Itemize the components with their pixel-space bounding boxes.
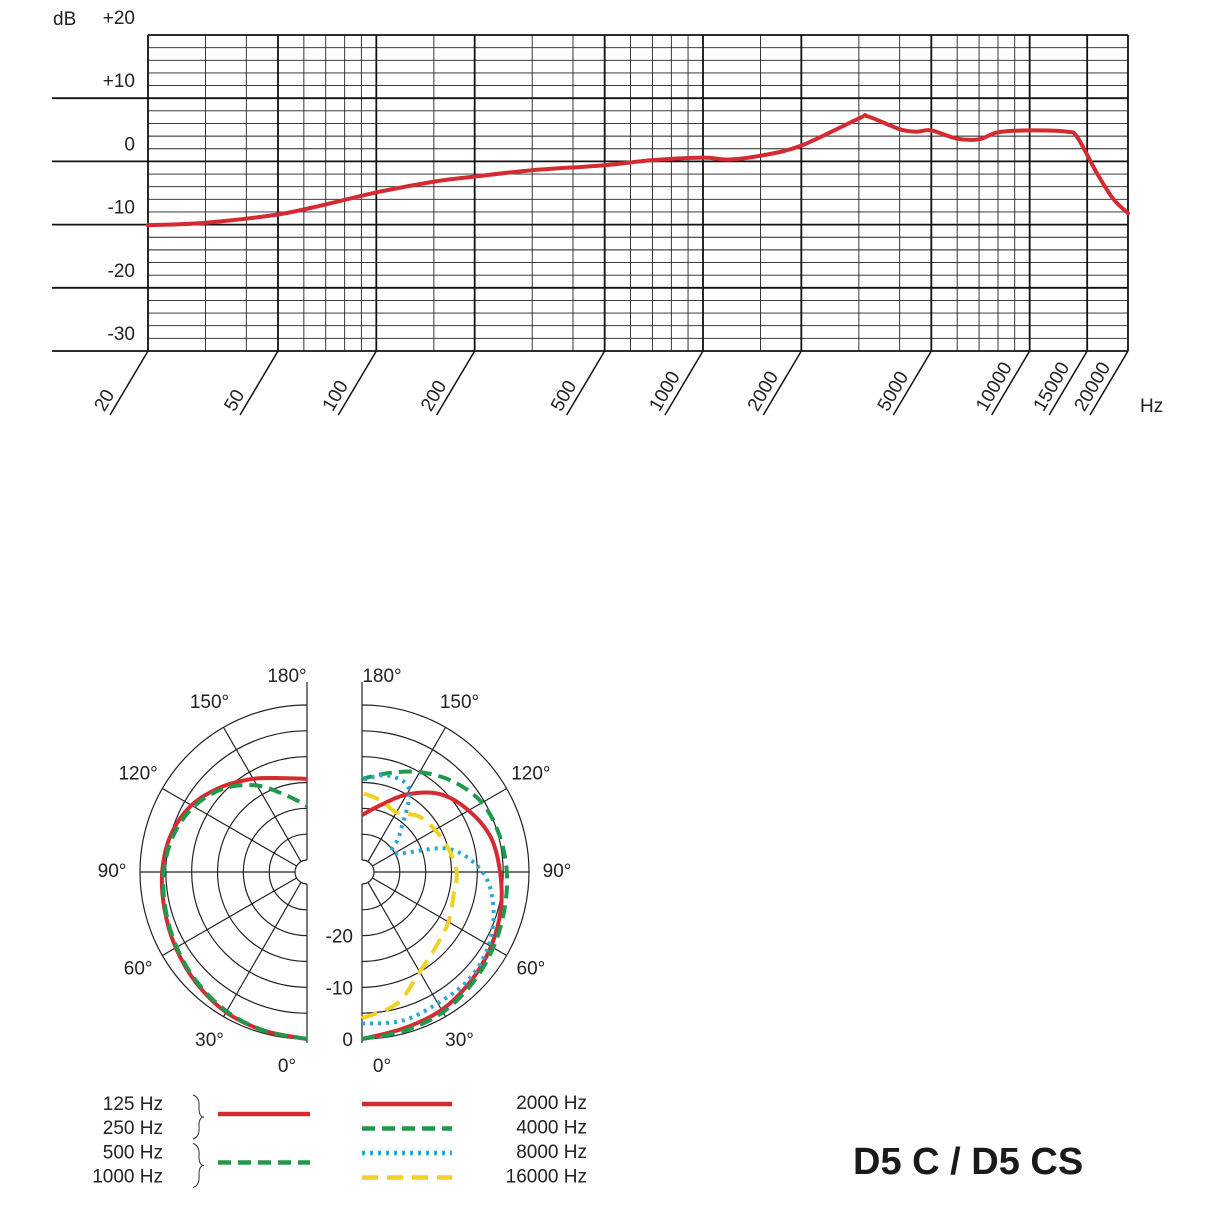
angle-label: 150° — [440, 692, 479, 713]
spoke-grid-line — [222, 727, 302, 862]
x-axis-label: Hz — [1140, 396, 1163, 417]
y-tick-label: -30 — [108, 324, 135, 345]
spoke-grid-line — [162, 787, 297, 867]
angle-label: 90° — [98, 861, 127, 882]
angle-label: 60° — [517, 959, 546, 980]
legend-brace — [192, 1094, 205, 1140]
angle-label: 120° — [118, 764, 157, 785]
legend-brace — [192, 1143, 205, 1188]
legend-label: 1000 Hz — [92, 1167, 163, 1188]
legend-label: 125 Hz — [103, 1094, 163, 1115]
x-tick-mark — [892, 350, 932, 416]
angle-label: 30° — [195, 1030, 224, 1051]
legend-label: 8000 Hz — [516, 1142, 587, 1163]
y-tick-label: +10 — [103, 71, 135, 92]
polar-curve — [361, 769, 510, 1041]
x-tick-mark — [1048, 350, 1088, 416]
x-tick-mark — [239, 350, 279, 416]
x-tick-mark — [337, 350, 377, 416]
legend-label: 500 Hz — [103, 1143, 163, 1164]
angle-label: 0° — [373, 1056, 391, 1077]
x-tick-mark — [109, 350, 149, 416]
r-tick-label: -20 — [326, 927, 353, 948]
y-tick-label: +20 — [103, 8, 135, 29]
angle-label: 30° — [445, 1030, 474, 1051]
y-tick-label: -10 — [108, 198, 135, 219]
response-curve — [146, 112, 1130, 228]
legend-label: 250 Hz — [103, 1118, 163, 1139]
y-axis-label: dB — [53, 9, 76, 30]
product-title: D5 C / D5 CS — [853, 1141, 1083, 1183]
x-tick-mark — [762, 350, 802, 416]
polar-curve — [361, 790, 459, 1021]
spoke-grid-line — [162, 877, 297, 957]
angle-label: 120° — [511, 764, 550, 785]
angle-label: 0° — [278, 1056, 296, 1077]
x-tick-mark — [991, 350, 1031, 416]
legend-label: 4000 Hz — [516, 1118, 587, 1139]
spoke-grid-line — [367, 882, 447, 1017]
angle-label: 150° — [190, 692, 229, 713]
angle-label: 90° — [543, 861, 572, 882]
spoke-grid-line — [372, 877, 507, 957]
x-tick-mark — [436, 350, 476, 416]
angle-label: 180° — [362, 666, 401, 687]
y-tick-label: 0 — [124, 134, 135, 155]
x-tick-mark — [566, 350, 606, 416]
r-tick-label: -10 — [326, 978, 353, 999]
angle-label: 60° — [124, 959, 153, 980]
polar-curve — [361, 773, 496, 1026]
x-tick-mark — [664, 350, 704, 416]
polar-curve — [161, 783, 308, 1041]
r-tick-label: 0 — [342, 1030, 353, 1051]
legend-label: 16000 Hz — [506, 1167, 587, 1188]
spoke-grid-line — [222, 882, 302, 1017]
angle-label: 180° — [267, 666, 306, 687]
spoke-grid-line — [372, 787, 507, 867]
legend-label: 2000 Hz — [516, 1093, 587, 1114]
y-tick-label: -20 — [108, 261, 135, 282]
polar-curve — [361, 790, 504, 1041]
x-tick-mark — [1089, 350, 1129, 416]
